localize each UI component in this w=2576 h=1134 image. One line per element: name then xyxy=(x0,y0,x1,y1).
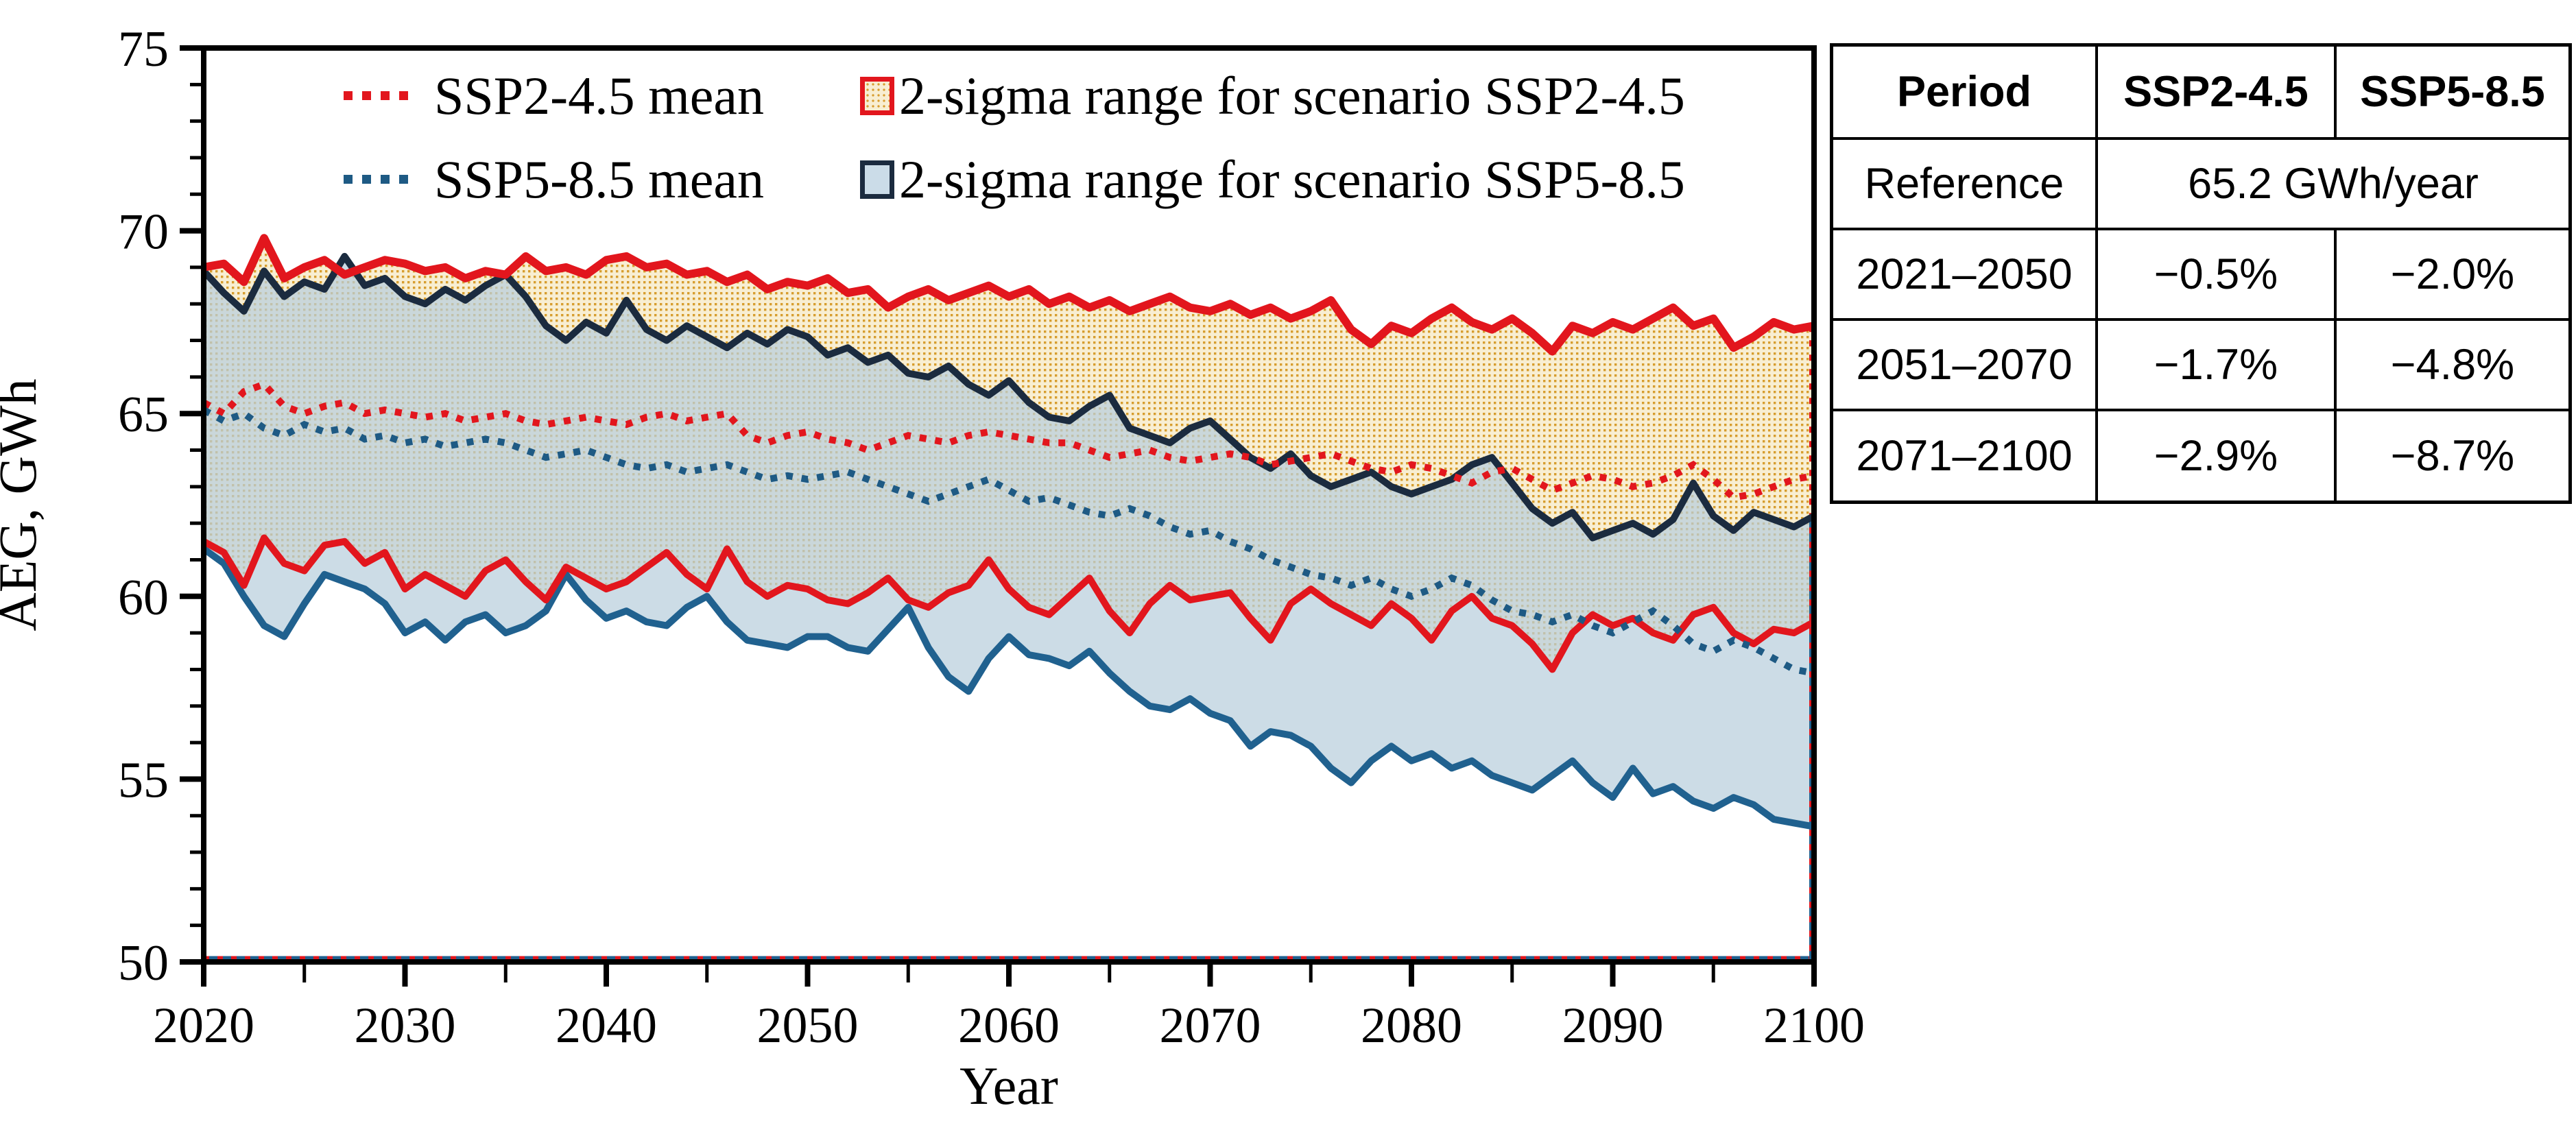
x-axis-title: Year xyxy=(959,1056,1058,1115)
ssp2-mean-line-sample xyxy=(344,91,416,100)
table-cell-ssp5-3: −8.7% xyxy=(2390,432,2515,480)
legend-label-ssp5-range: 2-sigma range for scenario SSP5-8.5 xyxy=(899,149,1685,209)
table-cell-ssp5-1: −2.0% xyxy=(2337,230,2568,321)
ssp2-mean-line xyxy=(202,380,1815,502)
ssp5-upper-bound-line xyxy=(201,252,1816,542)
y-tick-label: 55 xyxy=(118,752,169,808)
ssp2-lower-bound-line xyxy=(202,534,1816,673)
table-header-ssp2: SSP2-4.5 xyxy=(2098,47,2337,140)
y-tick-label: 75 xyxy=(118,21,169,77)
table-cell-ssp5-2: −4.8% xyxy=(2337,321,2568,411)
legend-label-ssp2-range: 2-sigma range for scenario SSP2-4.5 xyxy=(899,66,1685,125)
x-tick-label: 2070 xyxy=(1160,998,1261,1054)
legend-label-ssp2-mean: SSP2-4.5 mean xyxy=(434,66,765,125)
table-cell-ssp2-3: −2.9% xyxy=(2098,411,2337,500)
ssp5-lower-bound-line xyxy=(202,546,1815,830)
table-cell-period-2: 2051–2070 xyxy=(1833,321,2098,411)
y-tick-label: 70 xyxy=(118,204,169,261)
table-cell-reference-value: 65.2 GWh/year xyxy=(2098,140,2568,230)
ssp5-mean-line-sample xyxy=(344,175,416,184)
y-axis-title: AEG, GWh xyxy=(0,378,47,631)
y-tick-label: 65 xyxy=(118,387,169,443)
table-header-period: Period xyxy=(1833,47,2098,140)
x-tick-label: 2060 xyxy=(958,998,1060,1054)
x-tick-label: 2040 xyxy=(556,998,657,1054)
ssp2-upper-bound-line xyxy=(202,234,1815,356)
x-tick-label: 2100 xyxy=(1763,998,1865,1054)
ssp5-sigma-band xyxy=(204,256,1814,827)
summary-table: Period SSP2-4.5 SSP5-8.5 Reference 65.2 … xyxy=(1830,43,2572,504)
table-cell-period-3: 2071–2100 xyxy=(1833,411,2098,500)
x-tick-label: 2020 xyxy=(153,998,254,1054)
ssp5-range-swatch xyxy=(860,160,894,199)
y-tick-label: 60 xyxy=(118,570,169,626)
x-tick-label: 2050 xyxy=(757,998,859,1054)
x-tick-label: 2030 xyxy=(355,998,456,1054)
table-cell-ssp2-1: −0.5% xyxy=(2098,230,2337,321)
ssp5-mean-line xyxy=(202,407,1815,677)
table-cell-ssp2-2: −1.7% xyxy=(2098,321,2337,411)
y-tick-label: 50 xyxy=(118,935,169,991)
table-header-ssp5: SSP5-8.5 xyxy=(2337,47,2568,140)
ssp2-range-swatch xyxy=(860,77,894,115)
legend-label-ssp5-mean: SSP5-8.5 mean xyxy=(434,149,765,209)
table-cell-period-1: 2021–2050 xyxy=(1833,230,2098,321)
table-cell-reference-label: Reference xyxy=(1833,140,2098,230)
x-tick-label: 2090 xyxy=(1562,998,1664,1054)
x-tick-label: 2080 xyxy=(1361,998,1462,1054)
